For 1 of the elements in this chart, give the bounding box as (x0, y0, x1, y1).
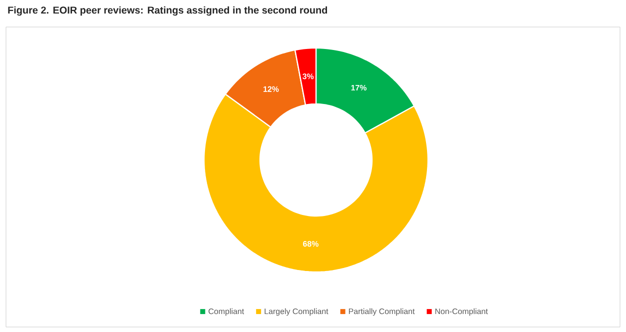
chart-title: Figure 2. EOIR peer reviews: Ratings assigned in the second round (8, 6, 328, 16)
